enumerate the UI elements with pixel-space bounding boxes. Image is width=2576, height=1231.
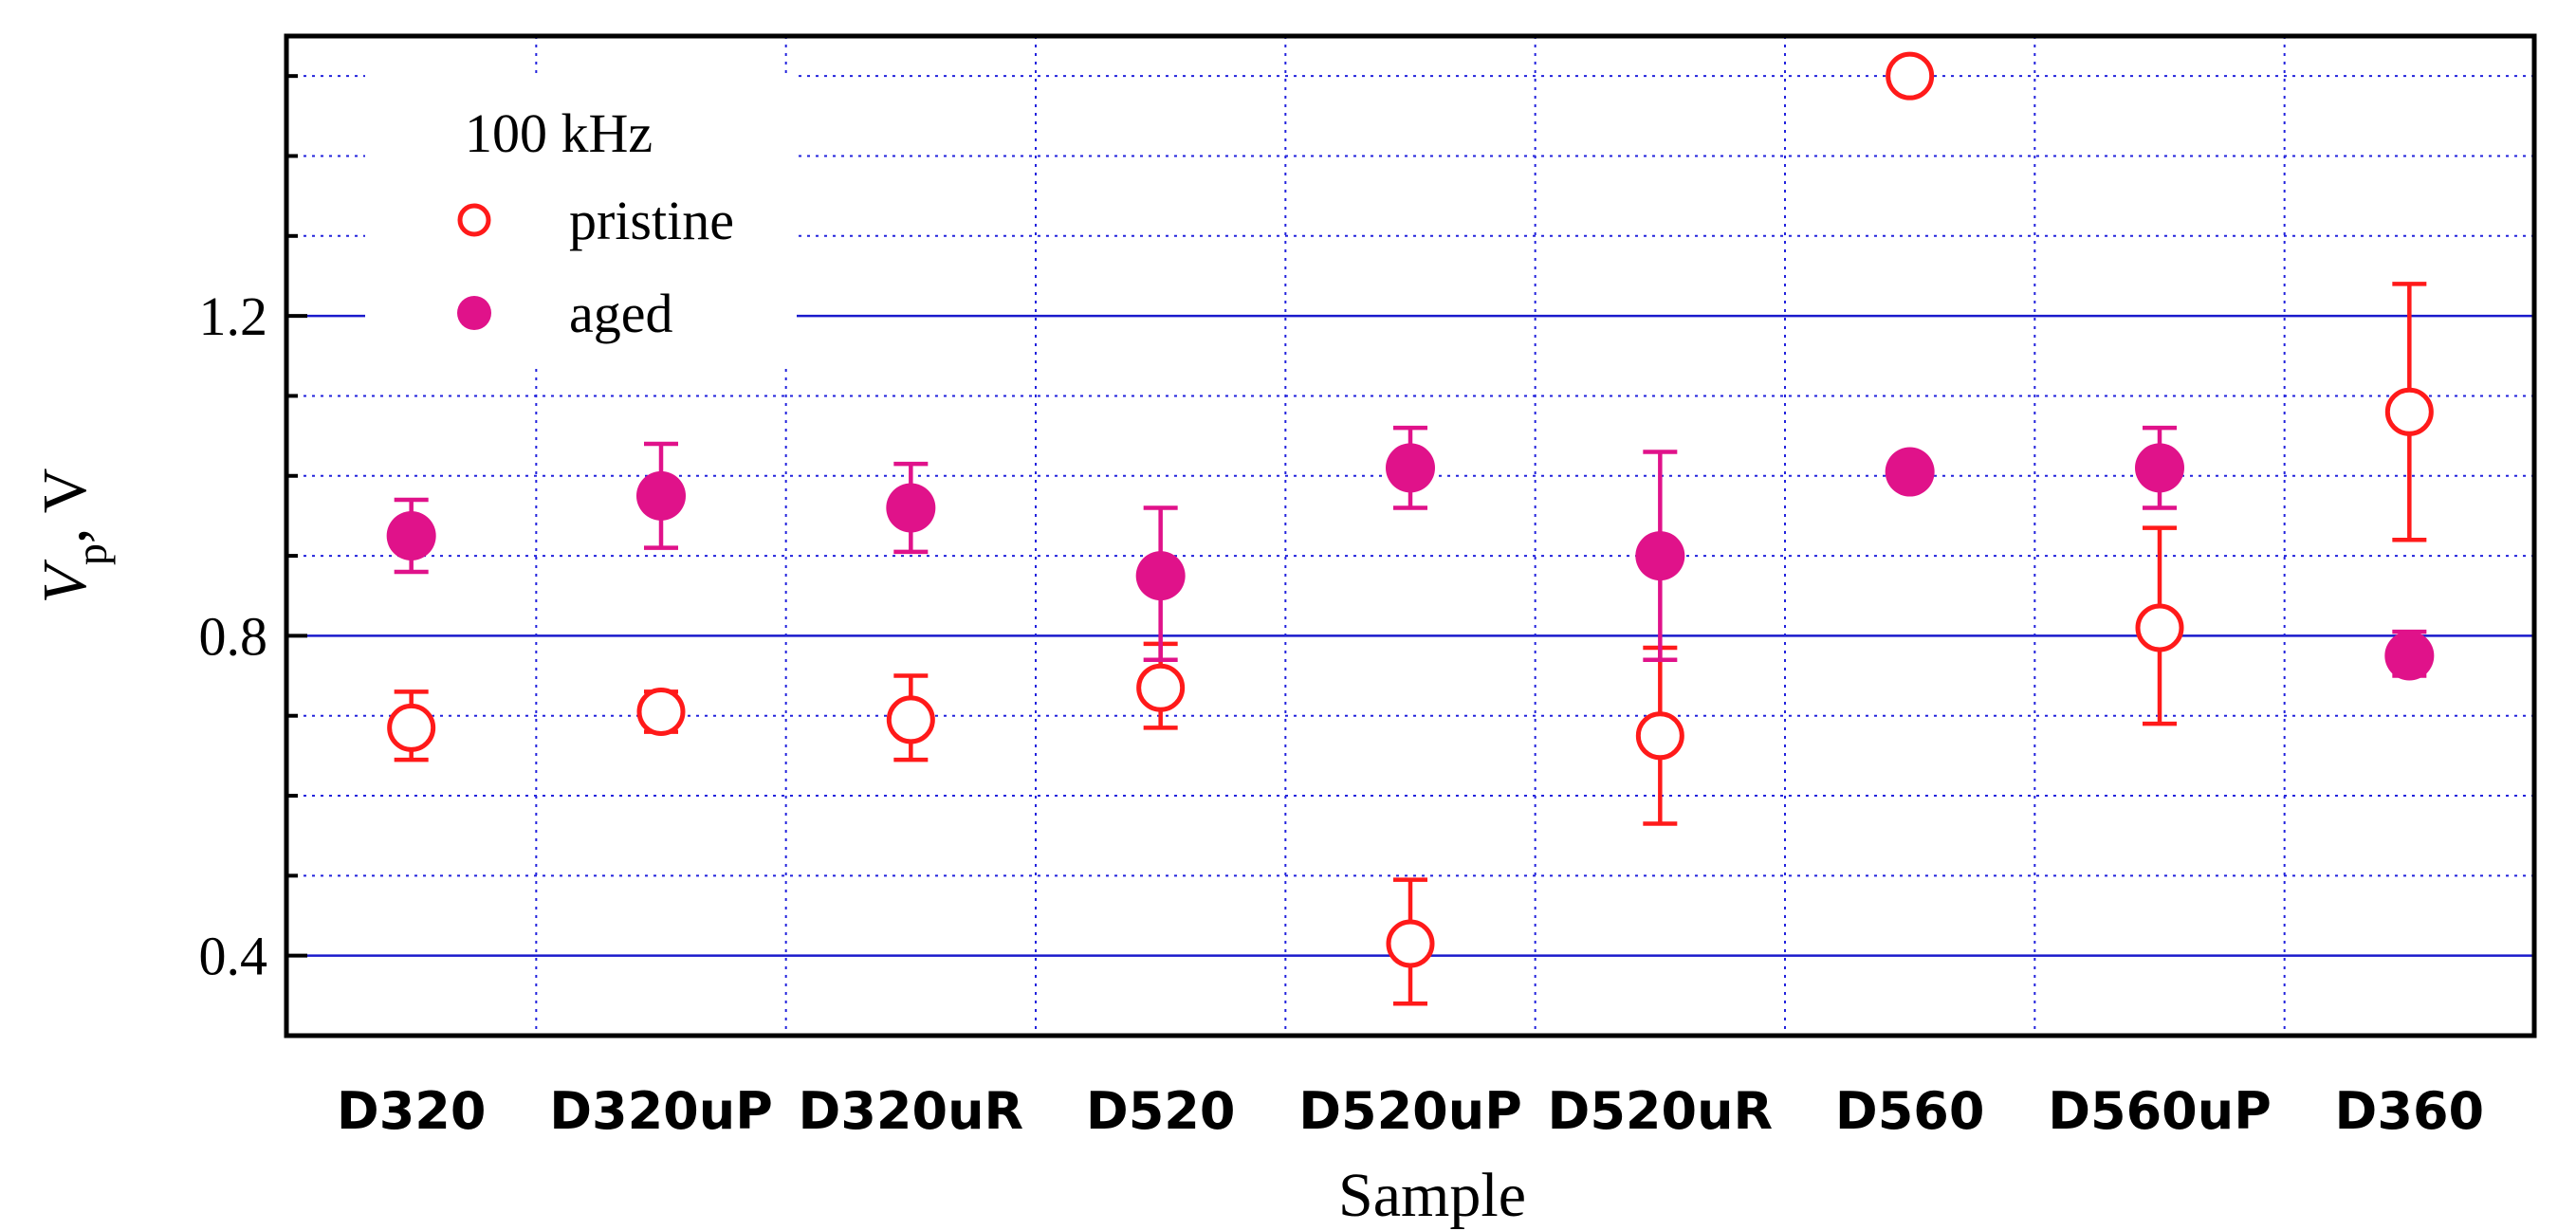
point-pristine [636,688,686,737]
y-axis-title-separator: , [30,513,100,543]
x-tick-label: D320uR [799,1081,1024,1141]
point-aged [636,470,686,521]
point-aged [1885,447,1935,497]
svg-text:Vp, V: Vp, V [30,469,116,604]
legend-pristine-label: pristine [569,190,734,251]
point-pristine [2384,387,2434,436]
point-pristine [1635,711,1684,761]
point-aged [1135,551,1186,601]
y-axis: 0.4 0.8 1.2 [199,74,307,987]
x-axis: D320 D320uP D320uR D520 D520uP D520uR D560 D560… [337,1081,2484,1141]
plot-frame [284,33,2537,1038]
legend-title: 100 kHz [465,102,653,164]
y-axis-title-symbol: V [30,559,100,603]
point-aged [2135,443,2184,493]
point-aged [886,483,936,533]
y-tick-label: 1.2 [199,285,268,347]
x-axis-title: Sample [1338,1161,1526,1230]
point-aged [1386,443,1435,493]
point-aged [386,511,436,560]
x-tick-label: D520uR [1548,1081,1774,1141]
legend-aged-marker [457,296,491,330]
x-tick-label: D520uP [1298,1081,1522,1141]
point-pristine [1386,919,1435,968]
point-pristine [886,695,935,744]
legend: 100 kHz pristine aged [365,74,797,366]
point-pristine [1136,663,1186,712]
x-tick-label: D560 [1835,1081,1985,1141]
y-tick-label: 0.8 [199,605,268,667]
y-axis-title-subscript: p [67,543,116,565]
point-pristine [1886,51,1935,101]
y-axis-title-unit: V [30,469,100,514]
point-pristine [387,703,436,752]
point-pristine [2135,603,2184,652]
legend-aged-label: aged [569,283,673,344]
y-axis-title: Vp, V [30,469,116,604]
y-tick-label: 0.4 [199,926,268,987]
point-aged [1635,531,1685,581]
point-aged [2384,631,2435,681]
x-tick-label: D520 [1086,1081,1236,1141]
x-tick-label: D560uP [2048,1081,2272,1141]
legend-background [365,74,797,366]
x-tick-label: D320 [337,1081,487,1141]
legend-pristine-marker [457,203,491,237]
data-points [386,51,2435,968]
x-tick-label: D320uP [549,1081,773,1141]
x-tick-label: D360 [2335,1081,2485,1141]
